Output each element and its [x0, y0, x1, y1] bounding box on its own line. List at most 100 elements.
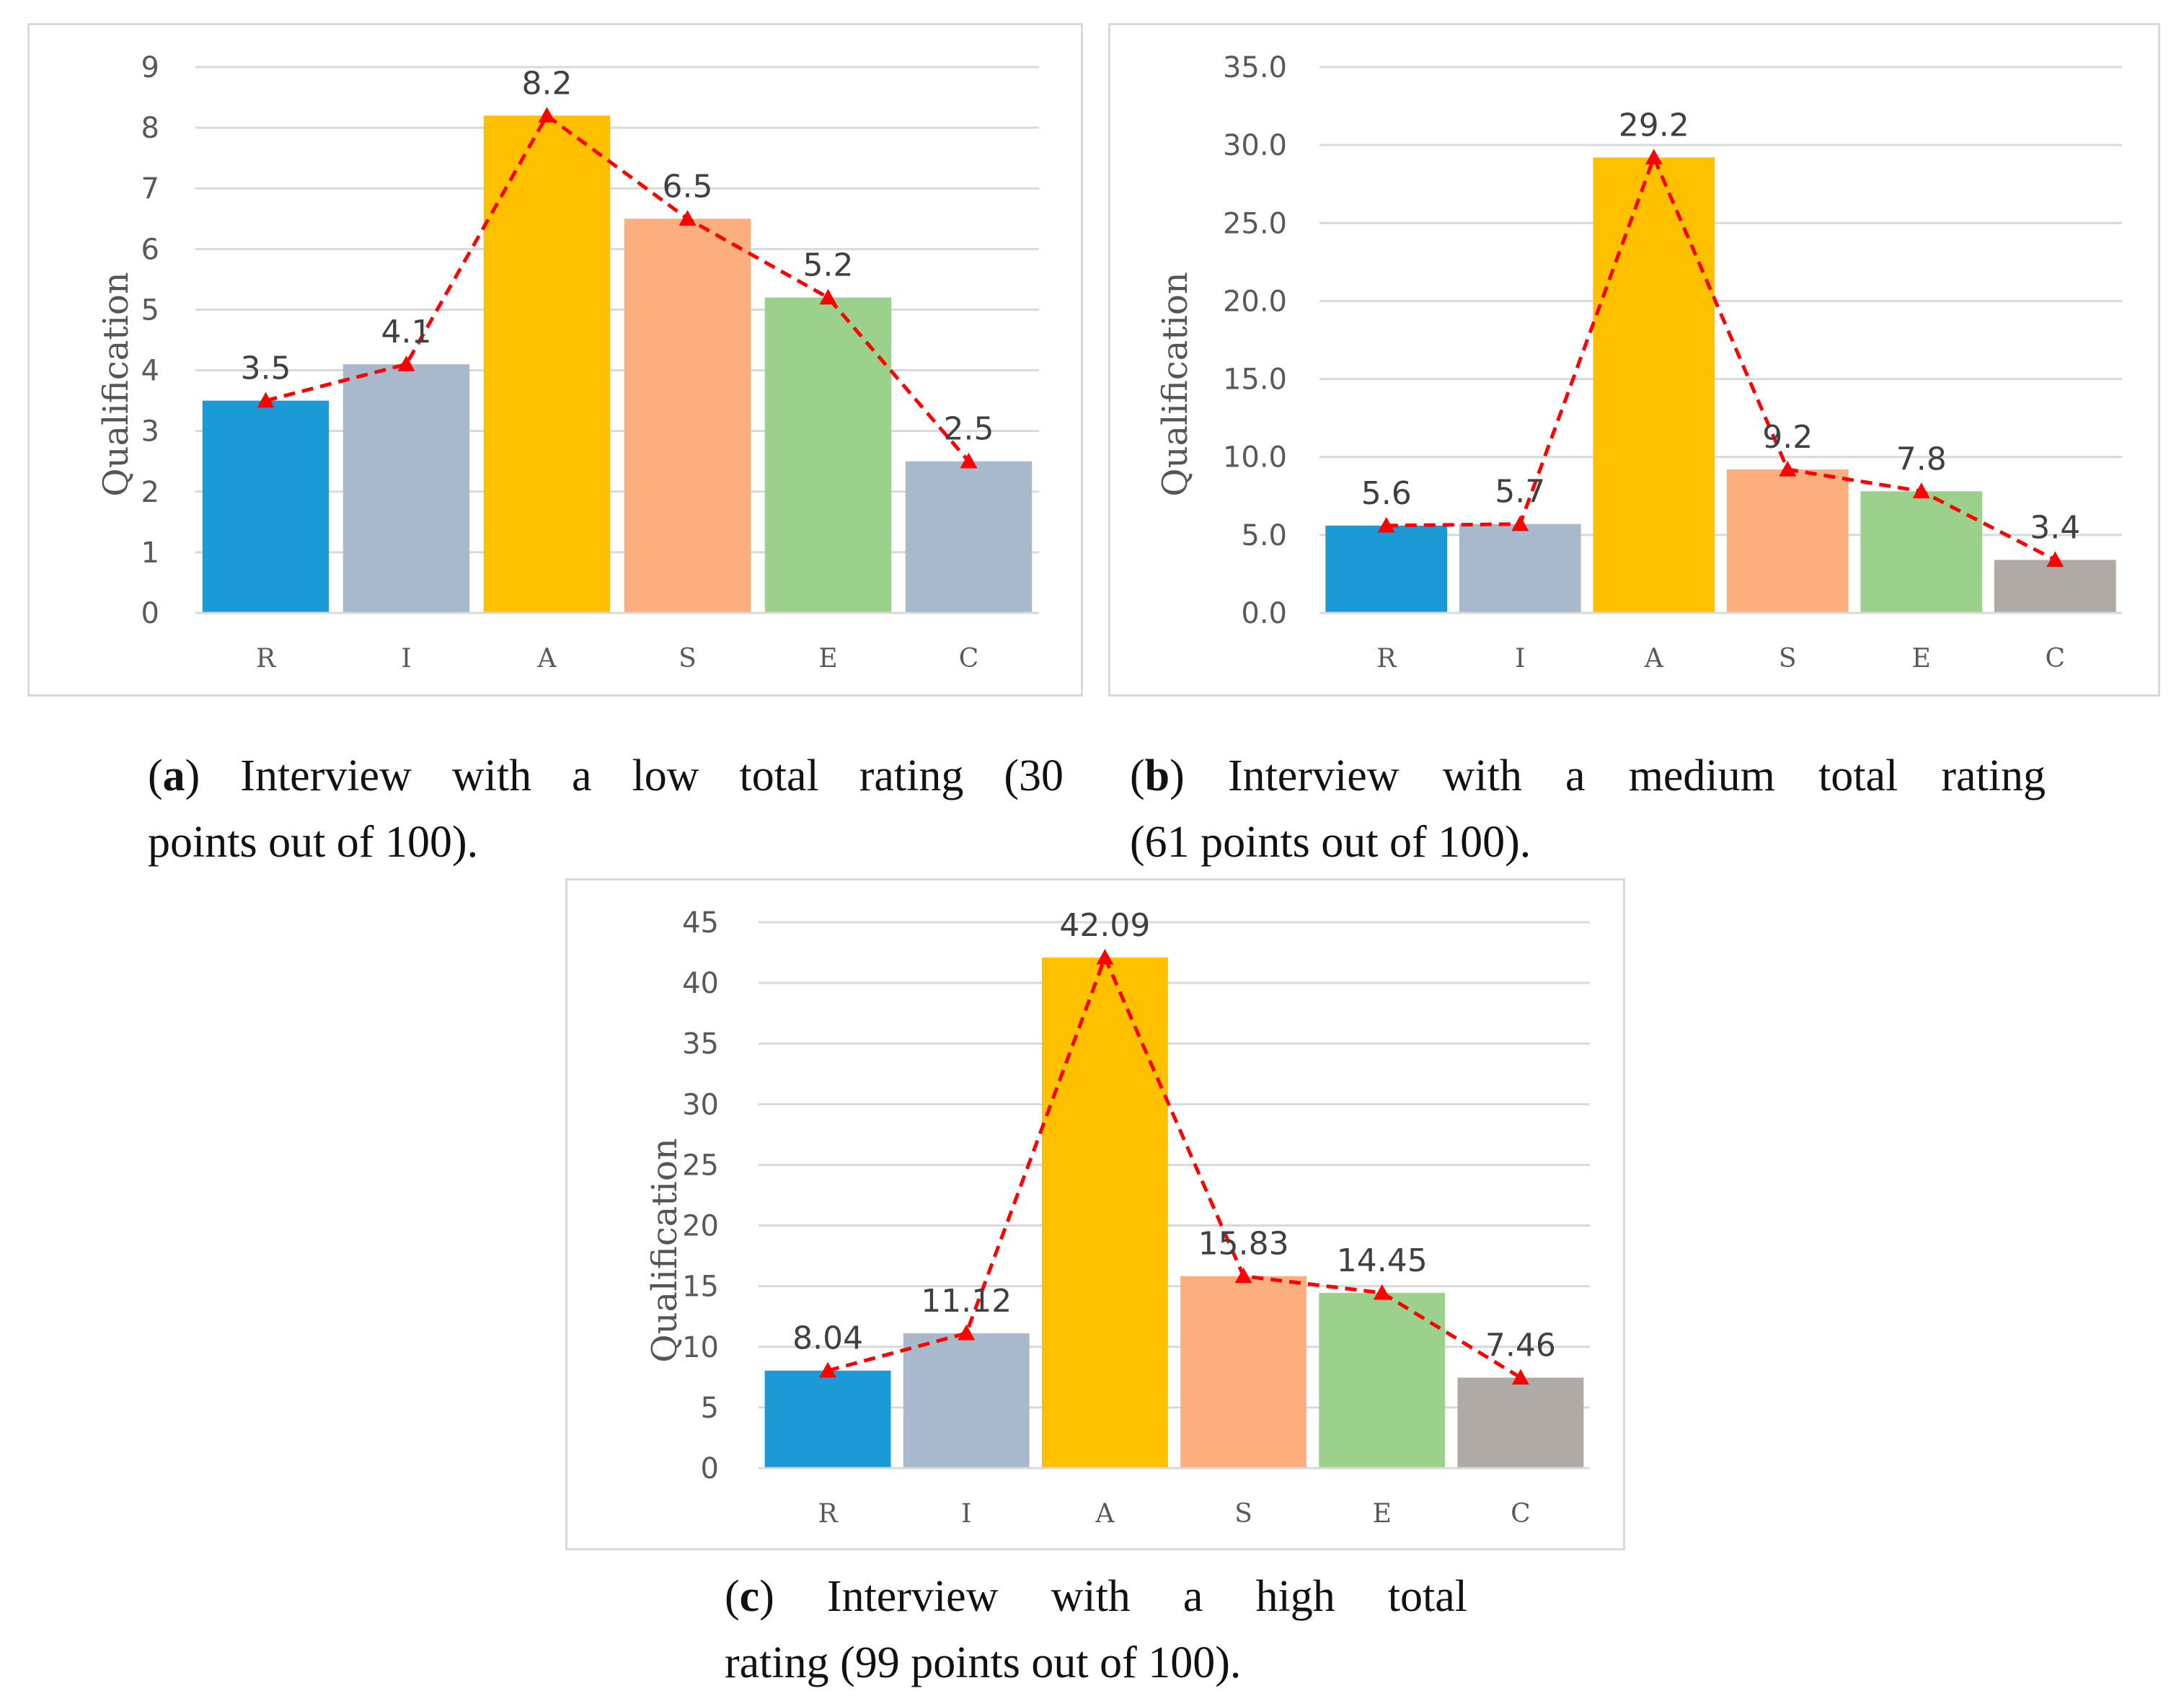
- caption-b: (b) Interview with a medium total rating…: [1130, 743, 2046, 875]
- y-tick-label: 45: [682, 906, 719, 940]
- trend-marker: [819, 288, 837, 305]
- chart-panel-b: 0.0 5.0 10.0 15.0 20.0 25.0 30.0 35.0 R I A S E C 5.6 5…: [1108, 23, 2160, 697]
- trend-marker: [819, 1361, 837, 1378]
- data-label: 4.1: [381, 314, 432, 350]
- chart-b-svg: 0.0 5.0 10.0 15.0 20.0 25.0 30.0 35.0 R I A S E C 5.6 5…: [1223, 51, 2122, 673]
- y-tick-label: 4: [141, 355, 159, 388]
- chart-c-ylabel: Qualification: [645, 1138, 685, 1363]
- caption-c: (c) Interview with a high total rating (…: [725, 1563, 1467, 1696]
- data-label: 29.2: [1619, 107, 1689, 143]
- x-tick-label: A: [537, 644, 557, 673]
- data-label: 7.46: [1485, 1328, 1556, 1364]
- trend-marker: [1511, 1369, 1529, 1385]
- bar-E: [1319, 1292, 1446, 1468]
- x-tick-label: E: [1373, 1499, 1392, 1529]
- y-tick-label: 9: [141, 51, 159, 84]
- trend-line: [265, 112, 971, 463]
- caption-a-label: a: [162, 751, 185, 800]
- bar-R: [202, 400, 330, 613]
- y-tick-label: 6: [141, 233, 159, 266]
- trend-line: [1386, 152, 2056, 562]
- y-tick-label: 20.0: [1223, 285, 1287, 318]
- x-tick-label: E: [818, 644, 837, 673]
- y-tick-label: 2: [141, 476, 159, 509]
- y-tick-label: 25.0: [1223, 207, 1287, 240]
- y-tick-label: 5.0: [1241, 519, 1287, 552]
- data-label: 5.6: [1361, 475, 1412, 512]
- y-tick-label: 40: [682, 967, 719, 1000]
- data-label: 42.09: [1059, 907, 1150, 944]
- x-tick-label: R: [256, 644, 276, 673]
- bar-R: [1325, 525, 1448, 613]
- y-tick-label: 5: [141, 293, 159, 327]
- trend-marker: [1779, 461, 1797, 477]
- trend-marker: [257, 392, 275, 408]
- chart-a-svg: 0 1 2 3 4 5 6 7 8 9 R I A S E C 3.5 4.1 8.2 6.5 5.2 2.5: [141, 51, 1039, 673]
- y-tick-label: 20: [682, 1210, 719, 1243]
- trend-marker: [678, 210, 697, 226]
- y-tick-label: 0.0: [1241, 597, 1287, 630]
- trend-marker: [960, 452, 978, 469]
- chart-c-svg: 0 5 10 15 20 25 30 35 40 45 R I A S E C 8.04 11.12 42.09 15…: [682, 906, 1590, 1529]
- trend-line: [827, 953, 1522, 1379]
- chart-panel-a: 0 1 2 3 4 5 6 7 8 9 R I A S E C 3.5 4.1 8.2 6.5 5.2 2.5 Quali…: [27, 23, 1083, 697]
- data-label: 5.7: [1495, 474, 1545, 511]
- y-tick-label: 7: [141, 172, 159, 206]
- y-tick-label: 10: [682, 1331, 719, 1364]
- y-tick-label: 30.0: [1223, 129, 1287, 162]
- x-tick-label: S: [678, 644, 697, 673]
- x-tick-label: A: [1095, 1499, 1115, 1529]
- y-tick-label: 1: [141, 536, 159, 570]
- y-tick-label: 8: [141, 112, 159, 145]
- caption-c-text-2: rating (99 points out of 100).: [725, 1638, 1242, 1687]
- y-tick-label: 25: [682, 1149, 719, 1182]
- x-tick-label: C: [959, 644, 979, 673]
- y-tick-label: 0: [701, 1452, 719, 1485]
- caption-a-text-1: ) Interview with a low total rating (30: [185, 751, 1064, 800]
- data-label: 8.2: [522, 65, 572, 102]
- bar-S: [1726, 469, 1849, 613]
- trend-marker: [1511, 515, 1529, 531]
- bar-A: [483, 115, 611, 613]
- bar-C: [1457, 1377, 1584, 1468]
- y-tick-label: 3: [141, 415, 159, 449]
- x-tick-label: S: [1779, 644, 1797, 673]
- trend-marker: [2046, 551, 2064, 567]
- bar-E: [764, 297, 892, 613]
- trend-marker: [1096, 948, 1114, 965]
- x-tick-label: E: [1912, 644, 1931, 673]
- caption-a: (a) Interview with a low total rating (3…: [148, 743, 1064, 875]
- trend-marker: [958, 1324, 976, 1341]
- chart-b-ylabel: Qualification: [1155, 272, 1195, 497]
- chart-panel-c: 0 5 10 15 20 25 30 35 40 45 R I A S E C 8.04 11.12 42.09 15…: [565, 878, 1625, 1550]
- bar-A: [1593, 157, 1715, 614]
- trend-marker: [1234, 1267, 1252, 1284]
- x-tick-label: C: [2045, 644, 2065, 673]
- data-label: 11.12: [921, 1283, 1012, 1320]
- x-tick-label: A: [1644, 644, 1664, 673]
- x-tick-label: S: [1234, 1499, 1252, 1529]
- trend-marker: [1912, 482, 1930, 498]
- x-tick-label: I: [1515, 644, 1525, 673]
- y-tick-label: 30: [682, 1088, 719, 1121]
- y-tick-label: 10.0: [1223, 441, 1287, 474]
- bar-I: [342, 364, 470, 613]
- y-tick-label: 35.0: [1223, 51, 1287, 84]
- trend-marker: [1377, 516, 1395, 533]
- trend-marker: [1373, 1284, 1391, 1300]
- trend-marker: [538, 107, 556, 123]
- data-label: 2.5: [944, 411, 994, 448]
- bar-S: [1180, 1276, 1307, 1468]
- x-tick-label: R: [818, 1499, 839, 1529]
- x-tick-label: C: [1511, 1499, 1531, 1529]
- trend-marker: [1645, 149, 1663, 165]
- bar-I: [903, 1333, 1030, 1468]
- y-tick-label: 35: [682, 1028, 719, 1061]
- x-tick-label: I: [961, 1499, 971, 1529]
- data-label: 3.5: [241, 350, 291, 387]
- bar-A: [1041, 957, 1168, 1468]
- data-label: 9.2: [1762, 419, 1813, 456]
- bar-S: [624, 218, 751, 613]
- y-tick-label: 5: [701, 1392, 719, 1425]
- y-tick-label: 15: [682, 1271, 719, 1304]
